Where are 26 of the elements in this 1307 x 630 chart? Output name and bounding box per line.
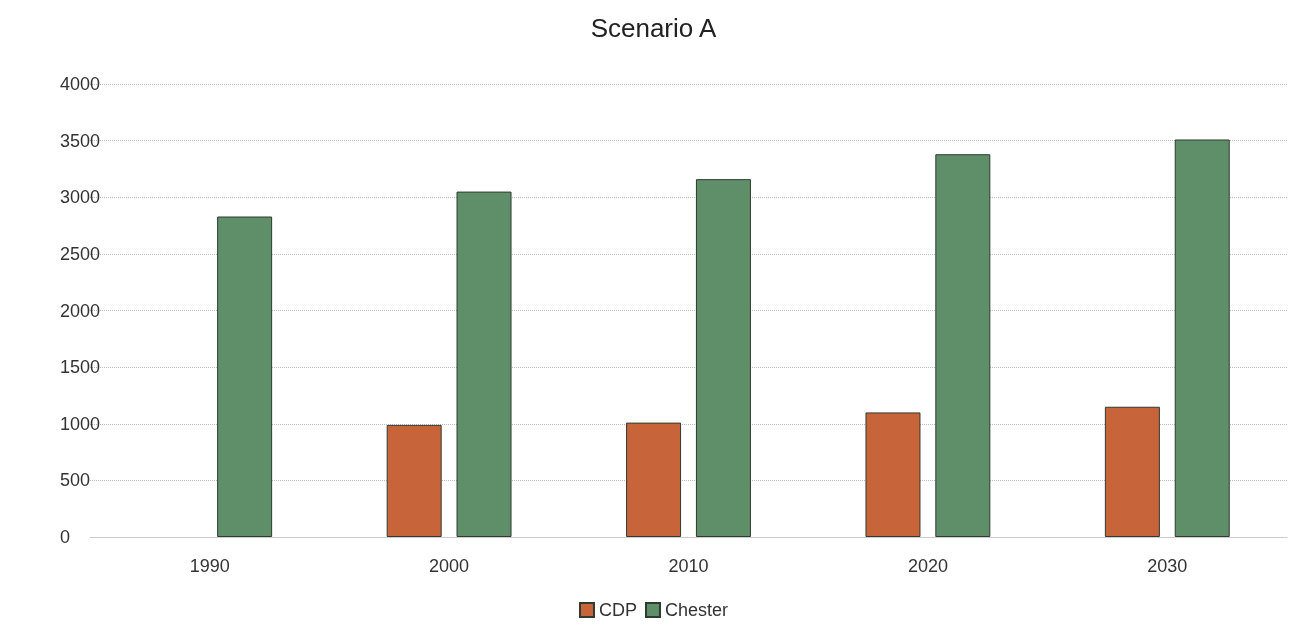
y-tick-label: 3000 — [60, 187, 101, 208]
bar — [456, 191, 512, 537]
legend-label: CDP — [598, 600, 637, 620]
y-tick-label: 3500 — [60, 130, 101, 151]
chart-title: Scenario A — [590, 13, 718, 43]
x-tick-label: 2030 — [1147, 556, 1188, 576]
x-tick-label: 1990 — [189, 556, 230, 576]
bar — [386, 424, 442, 537]
y-tick-label: 0 — [60, 527, 71, 547]
x-tick-label: 2000 — [429, 556, 470, 576]
bar — [1174, 139, 1230, 537]
bar — [865, 412, 921, 537]
bar — [1104, 406, 1160, 537]
legend-label: Chester — [664, 600, 729, 620]
x-tick-label: 2020 — [907, 556, 948, 576]
x-tick-label: 2010 — [668, 556, 709, 576]
y-tick-label: 1500 — [60, 357, 101, 378]
bar — [935, 154, 991, 537]
y-tick-label: 1000 — [60, 413, 101, 434]
bar — [695, 179, 751, 537]
y-tick-label: 2500 — [60, 243, 101, 264]
y-tick-label: 500 — [60, 470, 91, 491]
bar — [626, 422, 682, 537]
y-tick-label: 2000 — [60, 300, 101, 321]
bar — [217, 216, 273, 537]
y-tick-label: 4000 — [60, 74, 101, 94]
